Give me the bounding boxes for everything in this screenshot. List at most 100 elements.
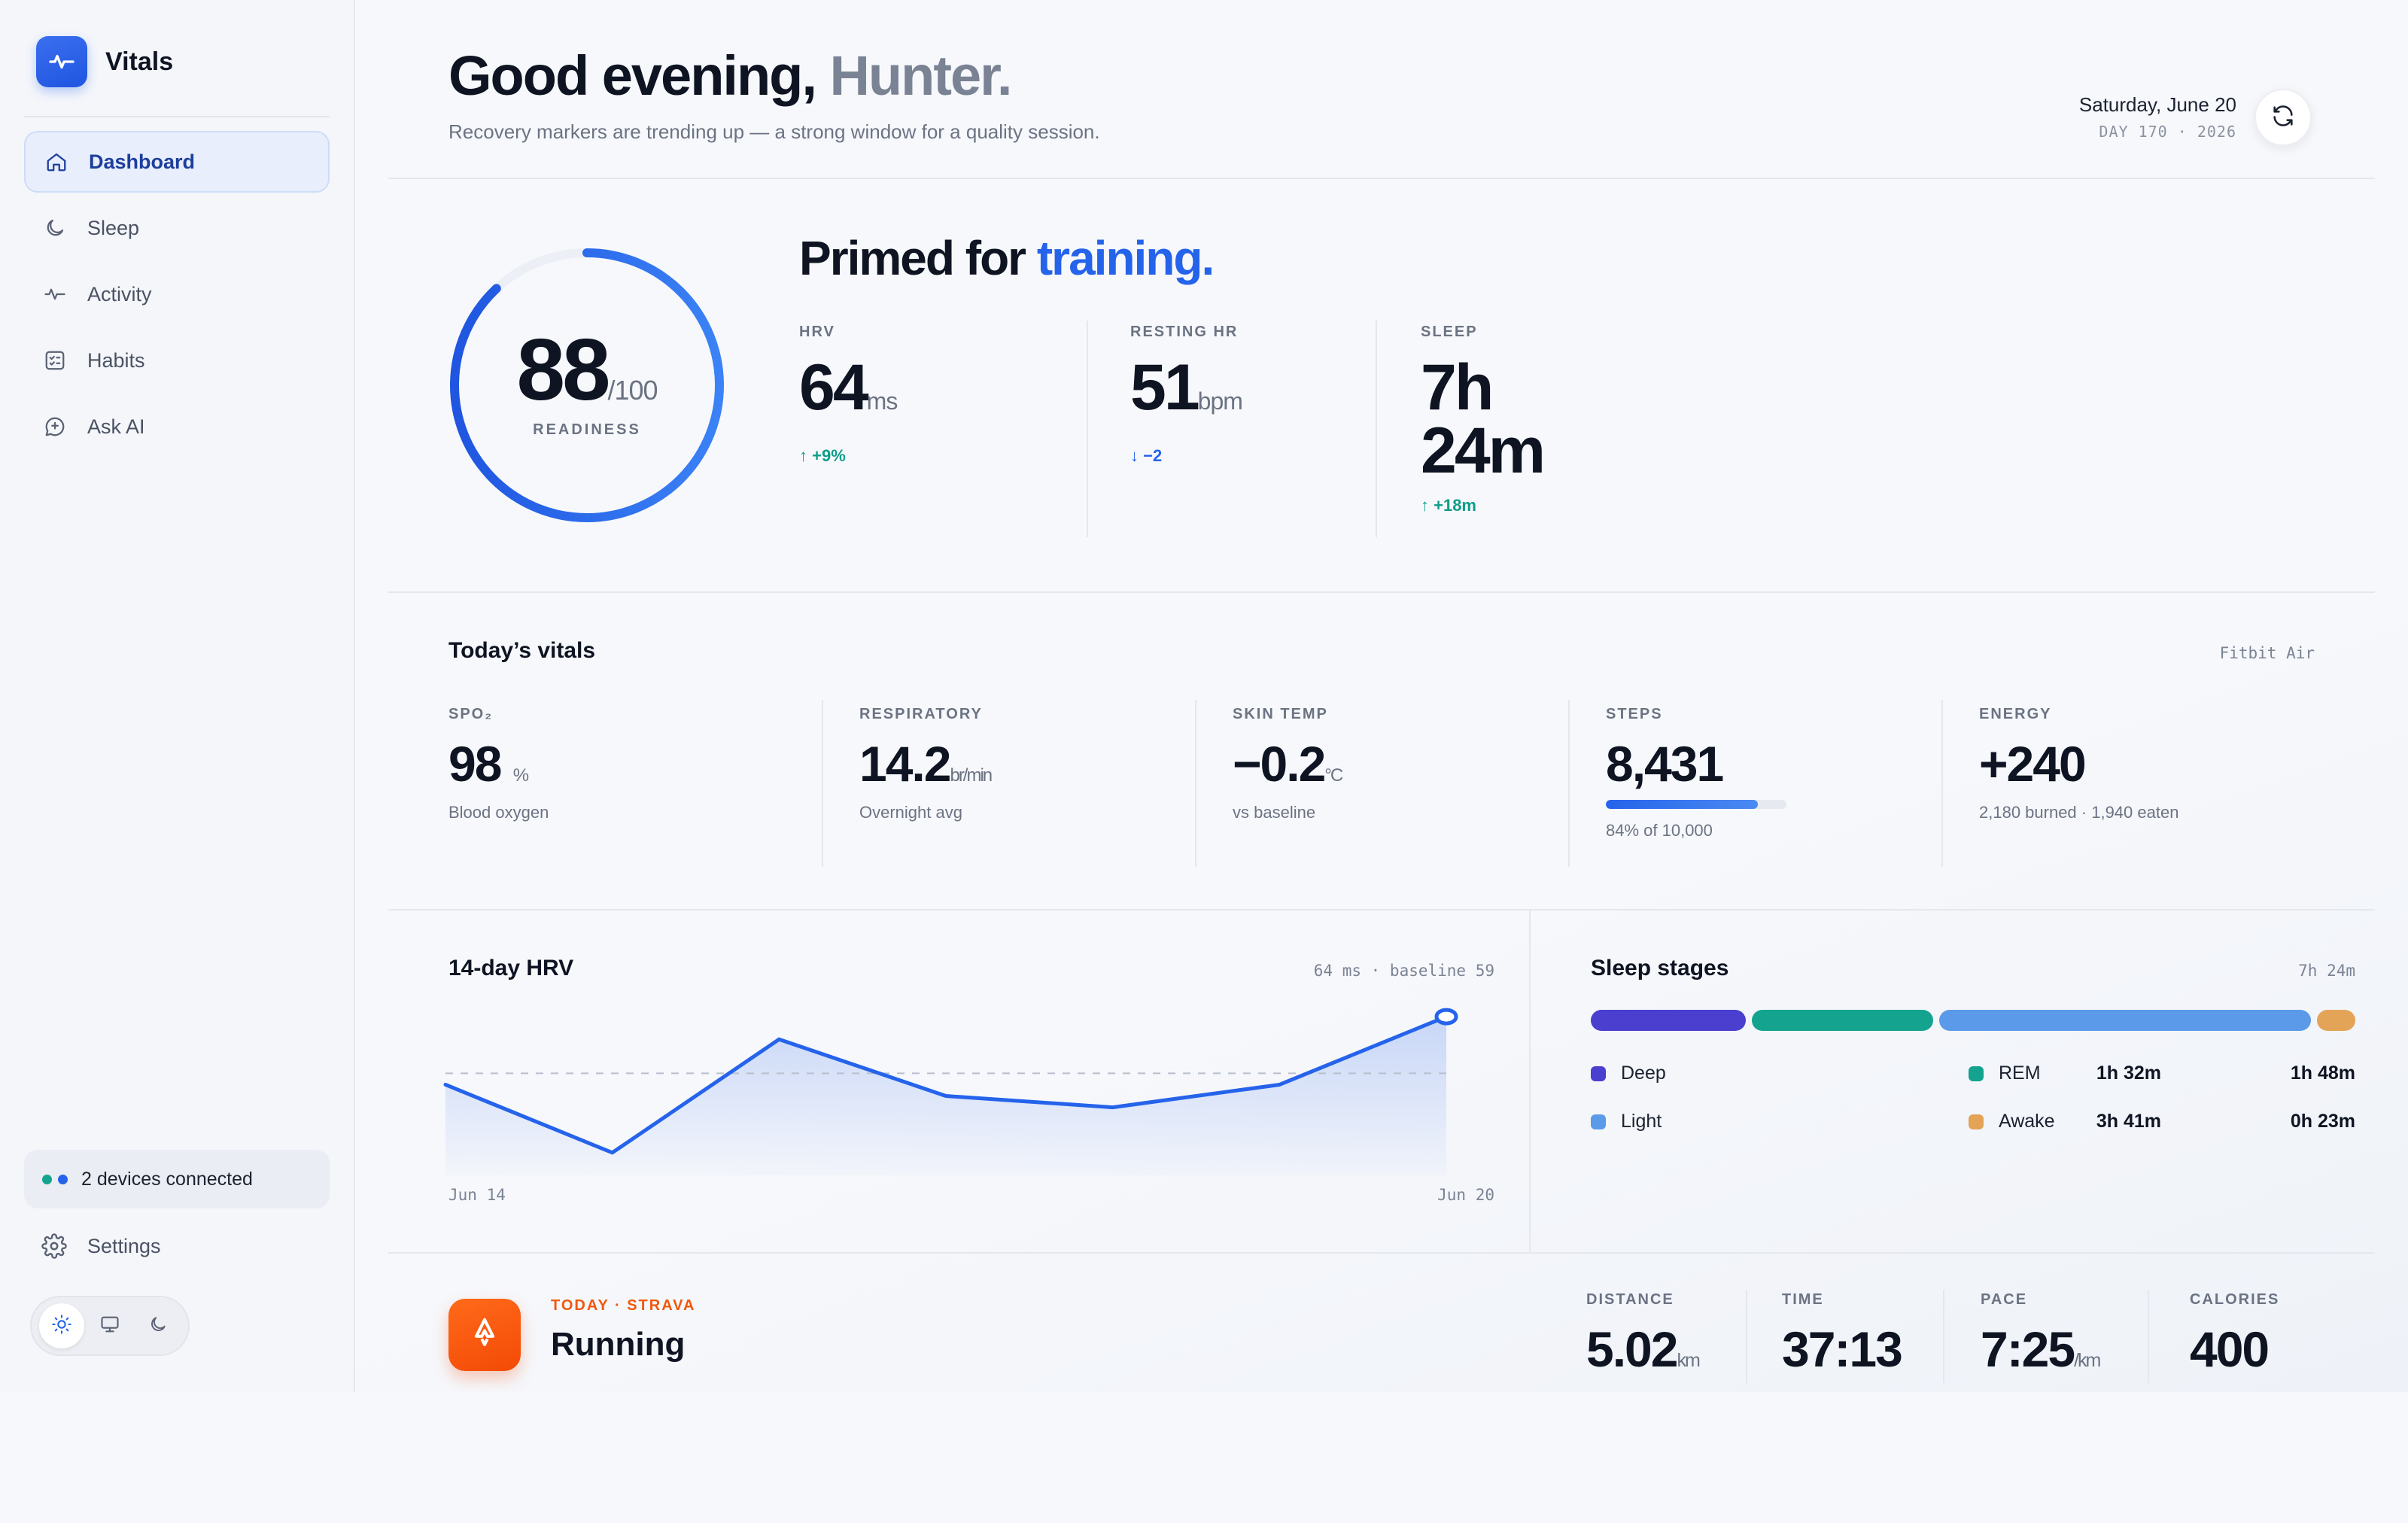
activity-metric-value: 7:25/km xyxy=(1981,1321,2101,1378)
readiness-label: READINESS xyxy=(533,421,641,438)
vital-value: 14.2br/min xyxy=(859,735,993,792)
day-of-year: DAY 170 · 2026 xyxy=(2099,123,2236,141)
hrv-chart-title: 14-day HRV xyxy=(448,956,574,980)
moon-icon xyxy=(42,215,68,241)
activity-divider xyxy=(1746,1290,1747,1383)
section-divider xyxy=(388,909,2375,910)
vitals-title: Today’s vitals xyxy=(448,638,596,663)
date-block: Saturday, June 20 DAY 170 · 2026 xyxy=(2079,93,2236,141)
rhr-delta: ↓ −2 xyxy=(1130,446,1163,465)
activity-metric-value: 5.02km xyxy=(1586,1321,1701,1378)
activity-name[interactable]: Running xyxy=(551,1326,686,1363)
user-name: Hunter. xyxy=(829,44,1012,107)
sidebar-item-ask-ai[interactable]: Ask AI xyxy=(24,396,330,458)
awake-duration: 0h 23m xyxy=(2290,1111,2355,1132)
pulse-logo-icon xyxy=(36,36,87,87)
panel-divider xyxy=(1529,910,1531,1252)
metric-value: 64ms xyxy=(799,355,898,433)
readiness-max: /100 xyxy=(607,375,658,406)
theme-toggle xyxy=(30,1296,190,1356)
vital-value: −0.2°C xyxy=(1233,735,1343,792)
headline-text: Primed for xyxy=(799,231,1026,285)
sleep-segment-light[interactable] xyxy=(1938,1010,2311,1031)
sidebar-item-habits[interactable]: Habits xyxy=(24,330,330,391)
sidebar-item-label: Habits xyxy=(87,348,145,372)
page-title: Good evening, Hunter. xyxy=(448,44,1012,108)
activity-distance: DISTANCE 5.02km xyxy=(1586,1291,1701,1378)
activity-divider xyxy=(1943,1290,1944,1383)
vital-divider xyxy=(1195,700,1196,867)
rem-duration: 1h 48m xyxy=(2290,1062,2355,1084)
sleep-value: 7h 24m xyxy=(1421,355,1546,483)
pace-unit: /km xyxy=(2074,1350,2101,1371)
sidebar-nav: Dashboard Sleep Activity Habits Ask AI xyxy=(24,131,330,462)
vital-value: 98 % xyxy=(448,735,549,792)
settings-label: Settings xyxy=(87,1234,161,1257)
vitals-device: Fitbit Air xyxy=(2219,644,2315,662)
hrv-end-label: Jun 20 xyxy=(1437,1186,1494,1204)
deep-swatch xyxy=(1591,1065,1606,1081)
light-swatch xyxy=(1591,1114,1606,1129)
sleep-segment-deep[interactable] xyxy=(1591,1010,1746,1031)
spo2-value: 98 xyxy=(448,736,502,792)
sidebar-item-sleep[interactable]: Sleep xyxy=(24,197,330,259)
spo2-unit: % xyxy=(512,765,529,786)
vital-label: SPO₂ xyxy=(448,706,494,722)
rhr-value: 51 xyxy=(1130,351,1200,424)
vital-label: SKIN TEMP xyxy=(1233,706,1328,722)
activity-metric-label: TIME xyxy=(1782,1291,1824,1308)
readiness-value: 88 xyxy=(516,321,610,418)
pace-value: 7:25 xyxy=(1981,1321,2075,1377)
readiness-ring-graphic xyxy=(450,248,724,522)
devices-connected[interactable]: 2 devices connected xyxy=(24,1150,330,1208)
moon-icon xyxy=(148,1315,168,1338)
sleep-total: 7h 24m xyxy=(2298,962,2355,980)
hrv-summary: 64 ms · baseline 59 xyxy=(1313,962,1494,980)
temp-unit: °C xyxy=(1324,765,1343,786)
legend-deep: Deep xyxy=(1591,1062,1666,1084)
hrv-chart xyxy=(443,1008,1458,1175)
theme-dark-button[interactable] xyxy=(135,1303,181,1348)
sidebar-item-label: Activity xyxy=(87,282,152,306)
hrv-start-label: Jun 14 xyxy=(448,1186,506,1204)
theme-light-button[interactable] xyxy=(39,1303,84,1348)
sidebar-item-activity[interactable]: Activity xyxy=(24,263,330,325)
readiness-ring: 88/100 READINESS xyxy=(445,244,728,527)
vital-divider xyxy=(822,700,823,867)
calories-value: 400 xyxy=(2190,1321,2270,1377)
vital-sub: Overnight avg xyxy=(859,803,962,822)
headline-accent: training. xyxy=(1036,231,1215,285)
page-subtitle: Recovery markers are trending up — a str… xyxy=(448,120,1100,143)
sleep-segment-awake[interactable] xyxy=(2316,1010,2355,1031)
vital-divider xyxy=(1568,700,1570,867)
vital-label: ENERGY xyxy=(1979,706,2052,722)
distance-unit: km xyxy=(1677,1350,1700,1371)
sidebar-item-label: Ask AI xyxy=(87,415,145,438)
hrv-point-latest[interactable] xyxy=(1434,1008,1458,1026)
hrv-value: 64 xyxy=(799,351,869,424)
section-divider xyxy=(388,591,2375,593)
vital-label: RESPIRATORY xyxy=(859,706,983,722)
activity-metric-label: CALORIES xyxy=(2190,1291,2280,1308)
vital-energy: ENERGY +240 2,180 burned · 1,940 eaten xyxy=(1979,706,2178,822)
vital-sub: 84% of 10,000 xyxy=(1606,821,1713,840)
vital-sub: Blood oxygen xyxy=(448,803,549,822)
settings-link[interactable]: Settings xyxy=(39,1231,161,1261)
vital-sub: 2,180 burned · 1,940 eaten xyxy=(1979,803,2179,822)
sleep-stages-title: Sleep stages xyxy=(1591,956,1729,980)
header-divider xyxy=(388,178,2375,179)
theme-system-button[interactable] xyxy=(87,1303,132,1348)
device-dot-icon xyxy=(42,1174,52,1184)
vital-skin-temp: SKIN TEMP −0.2°C vs baseline xyxy=(1233,706,1343,822)
refresh-button[interactable] xyxy=(2254,89,2312,146)
deep-duration: 1h 32m xyxy=(2096,1062,2161,1084)
time-value: 37:13 xyxy=(1782,1321,1903,1377)
gear-icon xyxy=(39,1231,69,1261)
current-date: Saturday, June 20 xyxy=(2078,93,2236,116)
sidebar-item-dashboard[interactable]: Dashboard xyxy=(24,131,330,193)
brand[interactable]: Vitals xyxy=(36,36,173,87)
temp-value: −0.2 xyxy=(1233,736,1326,792)
sleep-segment-rem[interactable] xyxy=(1751,1010,1933,1031)
rhr-unit: bpm xyxy=(1197,388,1243,415)
legend-label: Awake xyxy=(1999,1111,2055,1132)
